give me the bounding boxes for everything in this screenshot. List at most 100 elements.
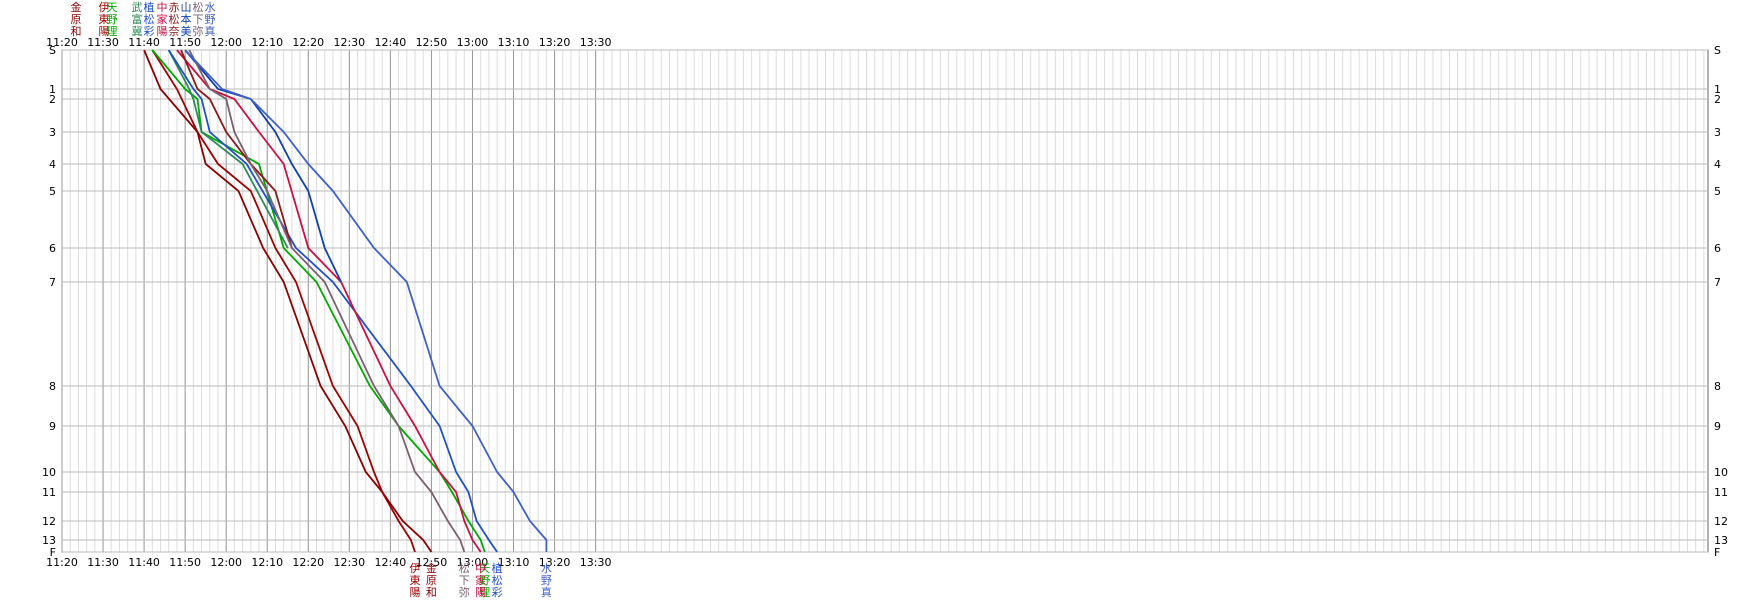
x-tick-label-top: 12:30 — [333, 36, 365, 49]
name-char: 下 — [193, 13, 204, 26]
x-tick-label-top: 13:10 — [498, 36, 530, 49]
y-level-label-left: 3 — [49, 126, 56, 139]
name-char: 彩 — [492, 586, 503, 599]
name-char: 水 — [541, 562, 552, 575]
name-char: 奈 — [169, 24, 180, 38]
name-char: 下 — [459, 574, 470, 587]
name-char: 真 — [541, 585, 552, 599]
y-level-label-left: S — [49, 44, 56, 57]
name-char: 和 — [426, 586, 437, 599]
top-runner-label: 武富冀 — [132, 1, 143, 38]
x-tick-label-bottom: 11:40 — [128, 556, 160, 569]
y-level-label-right: S — [1714, 44, 1721, 57]
y-level-label-left: 13 — [42, 534, 56, 547]
name-char: 弥 — [459, 585, 470, 599]
x-tick-label-top: 12:10 — [251, 36, 283, 49]
name-char: 本 — [181, 12, 192, 26]
name-char: 理 — [479, 586, 490, 599]
x-tick-label-top: 12:40 — [375, 36, 407, 49]
top-runner-label: 金原和 — [71, 0, 82, 38]
series-line — [167, 49, 498, 553]
top-runner-label: 松下弥 — [193, 0, 204, 38]
name-char: 松 — [193, 0, 204, 14]
x-tick-label-bottom: 12:40 — [375, 556, 407, 569]
series-line — [180, 49, 293, 249]
name-char: 美 — [181, 25, 192, 38]
x-tick-label-bottom: 12:50 — [416, 556, 448, 569]
name-char: 伊 — [99, 1, 110, 14]
y-level-label-right: 6 — [1714, 242, 1721, 255]
x-tick-label-bottom: 11:30 — [87, 556, 119, 569]
bottom-runner-label: 松下弥 — [459, 561, 470, 599]
y-level-label-right: 1 — [1714, 83, 1721, 96]
name-char: 野 — [205, 13, 216, 26]
x-tick-label-bottom: 12:30 — [333, 556, 365, 569]
y-level-label-left: F — [50, 546, 56, 559]
x-tick-label-bottom: 13:30 — [580, 556, 612, 569]
name-char: 伊 — [410, 562, 421, 575]
series-line — [151, 49, 416, 553]
bottom-runner-label: 中家陽 — [475, 562, 486, 599]
top-runner-label: 山本美 — [181, 1, 192, 38]
name-char: 金 — [71, 0, 82, 14]
x-tick-label-top: 11:50 — [169, 36, 201, 49]
top-runner-label: 赤松奈 — [169, 1, 180, 38]
y-level-label-left: 2 — [49, 93, 56, 106]
x-tick-label-bottom: 11:50 — [169, 556, 201, 569]
y-level-label-left: 8 — [49, 380, 56, 393]
plot-frame — [61, 49, 1709, 553]
name-char: 松 — [144, 12, 155, 26]
y-level-label-right: 2 — [1714, 93, 1721, 106]
y-level-label-left: 12 — [42, 515, 56, 528]
name-char: 山 — [181, 1, 192, 14]
y-level-label-left: 5 — [49, 185, 56, 198]
y-level-label-left: 4 — [49, 158, 56, 171]
y-level-label-right: 8 — [1714, 380, 1721, 393]
x-tick-label-top: 12:50 — [416, 36, 448, 49]
name-char: 東 — [410, 574, 421, 587]
name-char: 真 — [205, 24, 216, 38]
x-tick-label-bottom: 12:00 — [210, 556, 242, 569]
y-level-label-left: 10 — [42, 466, 56, 479]
x-tick-label-top: 13:30 — [580, 36, 612, 49]
name-char: 天 — [479, 562, 490, 575]
name-char: 原 — [71, 13, 82, 26]
name-char: 理 — [107, 25, 118, 38]
x-tick-label-top: 12:20 — [292, 36, 324, 49]
bottom-runner-label: 伊東陽 — [410, 562, 421, 599]
name-char: 植 — [144, 0, 155, 14]
name-char: 松 — [459, 561, 470, 575]
name-char: 武 — [132, 1, 143, 14]
name-char: 富 — [132, 12, 143, 26]
y-level-label-right: 5 — [1714, 185, 1721, 198]
x-tick-label-top: 13:00 — [457, 36, 489, 49]
name-char: 水 — [205, 1, 216, 14]
name-char: 植 — [492, 561, 503, 575]
x-tick-label-bottom: 13:10 — [498, 556, 530, 569]
name-char: 陽 — [157, 25, 168, 38]
x-tick-label-bottom: 11:20 — [46, 556, 78, 569]
name-char: 家 — [475, 573, 486, 587]
top-runner-label: 伊東陽 — [99, 1, 110, 38]
x-tick-label-top: 11:40 — [128, 36, 160, 49]
x-tick-label-bottom: 13:20 — [539, 556, 571, 569]
series-line — [188, 49, 466, 553]
name-char: 野 — [479, 574, 490, 587]
y-level-label-left: 6 — [49, 242, 56, 255]
y-level-label-right: 12 — [1714, 515, 1728, 528]
name-char: 東 — [99, 13, 110, 26]
y-level-label-right: 10 — [1714, 466, 1728, 479]
y-level-label-right: 3 — [1714, 126, 1721, 139]
x-tick-label-top: 12:00 — [210, 36, 242, 49]
name-char: 松 — [492, 573, 503, 587]
name-char: 金 — [426, 561, 437, 575]
x-tick-label-bottom: 13:00 — [457, 556, 489, 569]
name-char: 中 — [475, 562, 486, 575]
name-char: 陽 — [410, 586, 421, 599]
name-char: 野 — [541, 574, 552, 587]
y-level-label-left: 9 — [49, 420, 56, 433]
series-line — [176, 49, 482, 553]
y-level-label-right: 9 — [1714, 420, 1721, 433]
bottom-runner-label: 植松彩 — [492, 561, 503, 599]
